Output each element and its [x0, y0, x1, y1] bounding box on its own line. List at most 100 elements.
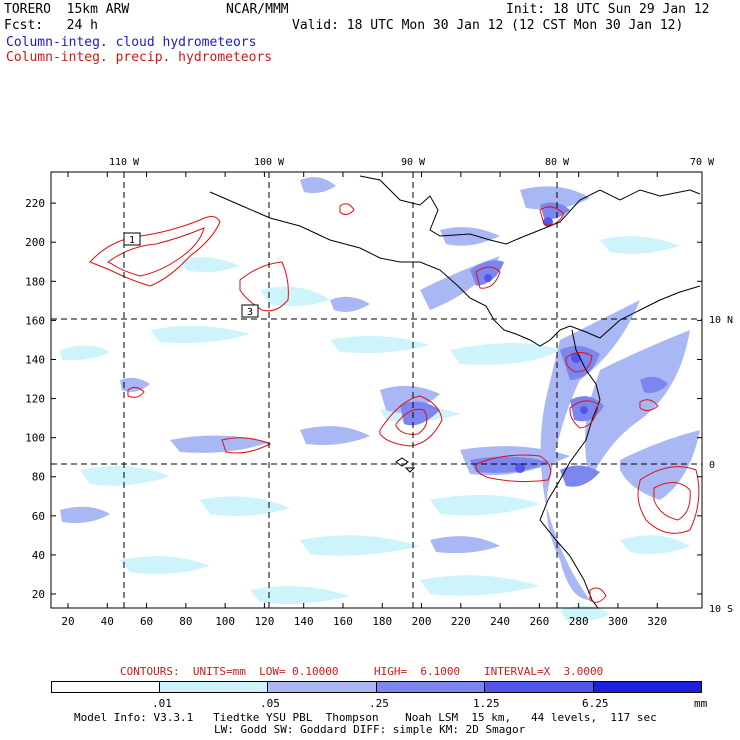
cloud-fill-region — [300, 426, 370, 445]
plot-frame — [50, 171, 703, 609]
coastline-islands — [395, 457, 416, 473]
cloud-field-title: Column-integ. cloud hydrometeors — [6, 35, 257, 50]
colorbar-unit: mm — [694, 697, 708, 710]
x-tick-label: 300 — [608, 615, 628, 628]
colorbar-segment-4 — [484, 681, 594, 693]
cloud-fill-region — [420, 575, 540, 596]
contour-interval: INTERVAL=X 3.0000 — [484, 665, 604, 678]
cloud-fill-region — [170, 435, 270, 453]
latitude-label: 10 S — [709, 604, 733, 615]
colorbar-label: .05 — [260, 697, 280, 710]
longitude-label: 70 W — [690, 157, 715, 168]
longitude-label: 100 W — [254, 157, 285, 168]
model-title: TORERO 15km ARW — [4, 2, 130, 17]
x-tick-label: 60 — [140, 615, 153, 628]
x-tick-label: 180 — [372, 615, 392, 628]
colorbar-label: 1.25 — [473, 697, 500, 710]
x-tick-label: 200 — [412, 615, 432, 628]
cloud-fill-region — [470, 456, 550, 473]
cloud-fill-region — [120, 556, 210, 574]
station-marker-label: 1 — [129, 235, 135, 246]
cloud-fill-region — [540, 300, 640, 600]
cloud-fill-region — [330, 336, 430, 354]
precip-contour — [395, 408, 428, 435]
colorbar-segment-3 — [376, 681, 485, 693]
contour-units: CONTOURS: UNITS=mm LOW= 0.10000 — [120, 665, 339, 678]
contour-high: HIGH= 6.1000 — [374, 665, 461, 678]
station-marker-3: 3 — [241, 304, 259, 318]
init-time: Init: 18 UTC Sun 29 Jan 12 — [506, 2, 710, 17]
precip-contour — [107, 227, 205, 277]
cloud-fill-region — [300, 535, 420, 556]
y-tick-label: 140 — [25, 353, 45, 366]
x-tick-label: 140 — [294, 615, 314, 628]
cloud-fill-region — [60, 506, 110, 523]
cloud-fill-region — [560, 465, 600, 487]
precip-contour — [475, 266, 501, 289]
cloud-fill-region — [180, 257, 240, 273]
x-tick-label: 220 — [451, 615, 471, 628]
x-tick-label: 100 — [215, 615, 235, 628]
colorbar-label: .25 — [369, 697, 389, 710]
cloud-fill-region — [640, 376, 668, 393]
precip-contour — [589, 587, 607, 603]
precip-contour — [379, 395, 443, 447]
cloud-fill-region — [260, 286, 330, 307]
cloud-fill-region — [200, 496, 290, 516]
cloud-fill-region — [120, 377, 150, 392]
y-tick-label: 160 — [25, 314, 45, 327]
axes: 20 40 60 80 100 120 140 160 180 200 220 240 260 280 30… — [25, 157, 733, 628]
y-tick-label: 40 — [32, 549, 45, 562]
latitude-label: 0 — [709, 460, 715, 471]
y-tick-label: 20 — [32, 588, 45, 601]
precip-contour — [221, 437, 272, 454]
cloud-fill-region — [620, 430, 700, 500]
precip-contour — [637, 466, 700, 534]
colorbar-label: 6.25 — [582, 697, 609, 710]
coastline-mexico-central-america — [209, 191, 571, 347]
y-tick-label: 60 — [32, 510, 45, 523]
precip-contour — [239, 261, 289, 312]
coastline-south-america — [539, 285, 701, 609]
cloud-fill-region — [450, 343, 560, 365]
cloud-fill-region — [400, 401, 440, 426]
cloud-fill-region — [150, 325, 250, 343]
x-tick-label: 40 — [101, 615, 114, 628]
longitude-label: 80 W — [545, 157, 570, 168]
x-tick-label: 320 — [647, 615, 667, 628]
colorbar-segment-5 — [593, 681, 702, 693]
precip-contour — [569, 400, 599, 429]
precip-hydrometeor-contours — [89, 203, 700, 603]
x-tick-label: 120 — [254, 615, 274, 628]
y-tick-label: 200 — [25, 236, 45, 249]
cloud-fill-core — [484, 274, 492, 282]
longitude-label: 110 W — [109, 157, 140, 168]
cloud-fill-region — [585, 330, 690, 480]
precip-contour — [89, 216, 221, 287]
longitude-label: 90 W — [401, 157, 426, 168]
physics-info-line: LW: Godd SW: Goddard DIFF: simple KM: 2D… — [214, 723, 526, 736]
cloud-fill-region — [430, 494, 540, 516]
cloud-fill-region — [250, 586, 350, 604]
x-tick-label: 240 — [490, 615, 510, 628]
colorbar-segment-2 — [267, 681, 377, 693]
x-tick-label: 280 — [569, 615, 589, 628]
precip-contour — [565, 352, 593, 373]
cloud-fill-region — [300, 177, 336, 194]
y-tick-label: 120 — [25, 393, 45, 406]
y-tick-label: 80 — [32, 471, 45, 484]
colorbar-segment-0 — [51, 681, 160, 693]
y-tick-label: 100 — [25, 432, 45, 445]
cloud-fill-region — [60, 345, 110, 361]
colorbar-label: .01 — [152, 697, 172, 710]
precip-contour — [339, 203, 355, 216]
coastlines — [209, 175, 701, 609]
precip-contour — [653, 482, 691, 521]
precip-contour — [475, 454, 552, 483]
cloud-fill-region — [600, 236, 680, 254]
precip-contour — [539, 206, 565, 226]
precip-contour — [639, 399, 659, 412]
y-tick-label: 180 — [25, 275, 45, 288]
cloud-fill-region — [470, 260, 504, 286]
